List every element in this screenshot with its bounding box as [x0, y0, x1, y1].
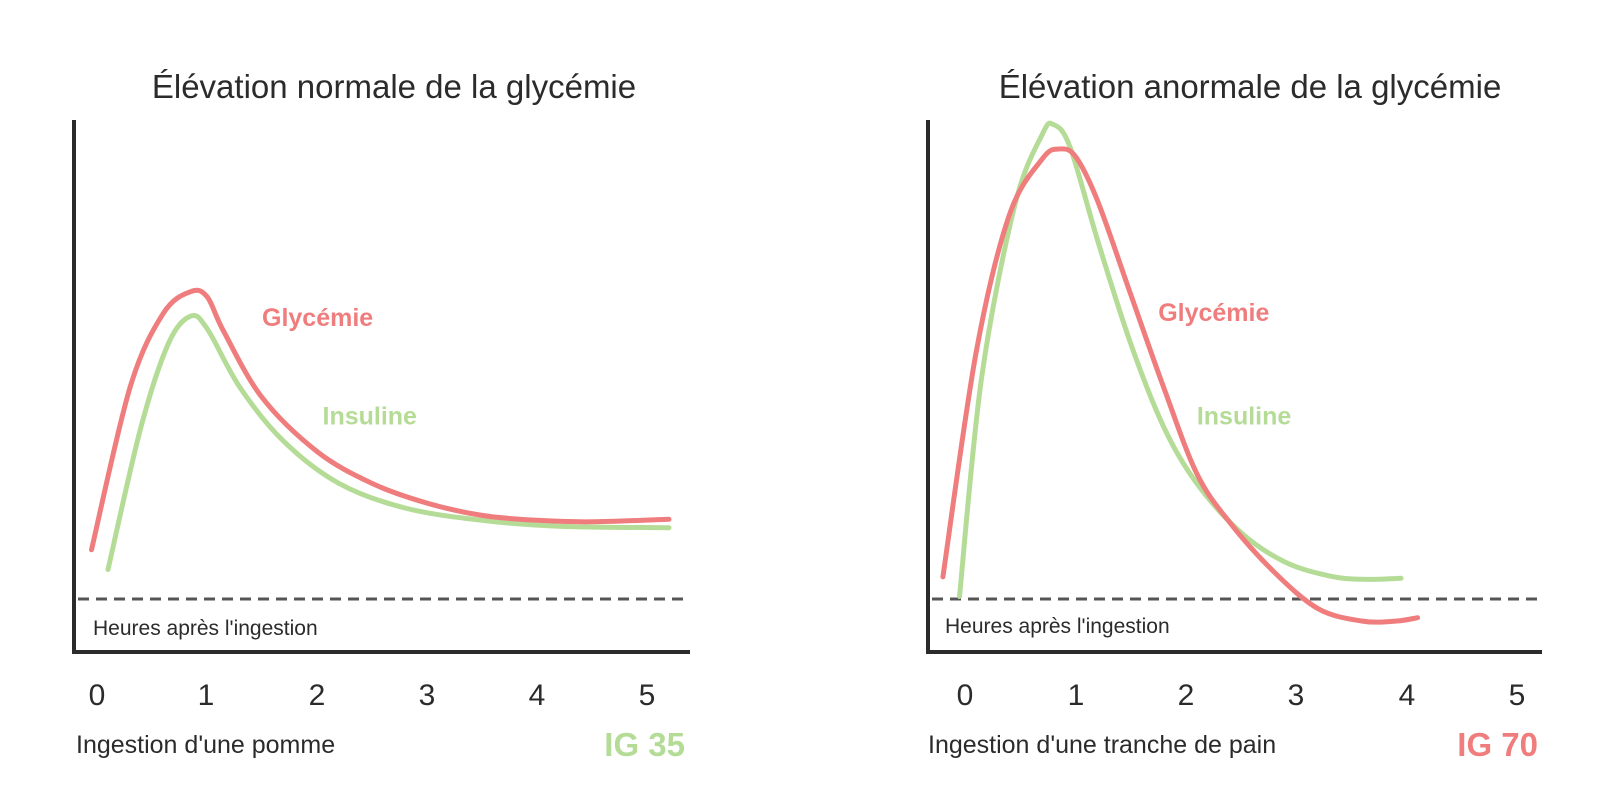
x-tick-label: 5 — [1509, 679, 1526, 712]
series-line-insuline — [957, 120, 1404, 599]
x-tick-label: 5 — [639, 679, 656, 712]
x-tick-label: 2 — [1178, 679, 1195, 712]
series-label: Glycémie — [262, 304, 373, 332]
baseline-label: Heures après l'ingestion — [945, 615, 1170, 638]
plot-area: Glycémie Insuline — [932, 120, 1542, 625]
x-tick-label: 4 — [1399, 679, 1416, 712]
series-label: Insuline — [1197, 402, 1292, 430]
series-line-glycmie — [89, 287, 672, 553]
plot-area: Glycémie Insuline — [78, 287, 690, 601]
chart-panel-abnormal: Élévation anormale de la glycémie Glycém… — [926, 68, 1542, 763]
chart-title: Élévation anormale de la glycémie — [999, 68, 1502, 105]
chart-title: Élévation normale de la glycémie — [152, 68, 636, 105]
x-tick-label: 0 — [957, 679, 974, 712]
x-tick-label: 3 — [419, 679, 436, 712]
chart-caption: Ingestion d'une pomme — [76, 731, 335, 759]
chart-panel-normal: Élévation normale de la glycémie Glycémi… — [72, 68, 690, 763]
x-tick-label: 3 — [1288, 679, 1305, 712]
x-tick-label: 1 — [1068, 679, 1085, 712]
x-tick-label: 4 — [529, 679, 546, 712]
chart-caption: Ingestion d'une tranche de pain — [928, 731, 1276, 759]
x-tick-label: 2 — [309, 679, 326, 712]
baseline-label: Heures après l'ingestion — [93, 617, 318, 640]
series-line-insuline — [105, 312, 672, 572]
x-tick-label: 0 — [89, 679, 106, 712]
x-tick-label: 1 — [198, 679, 215, 712]
series-label: Glycémie — [1158, 299, 1269, 327]
series-label: Insuline — [323, 402, 418, 430]
series-line-glycmie — [940, 146, 1421, 625]
ig-badge: IG 70 — [1457, 726, 1538, 763]
ig-badge: IG 35 — [604, 726, 685, 763]
